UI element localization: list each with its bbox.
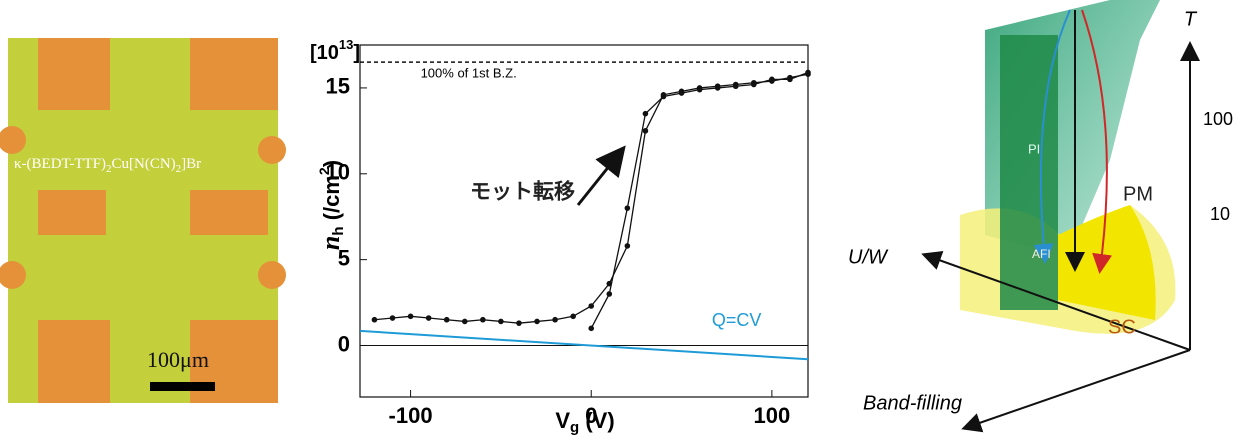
region-label: SC — [1108, 316, 1136, 338]
data-point — [371, 316, 378, 323]
y-label-part: 2 — [316, 167, 332, 175]
t-axis-label: T — [1184, 8, 1198, 30]
data-point — [588, 325, 595, 332]
x-axis-label: Vg (V) — [555, 408, 614, 436]
data-point — [480, 316, 486, 323]
u-axis-label: U/W — [848, 246, 889, 268]
data-point — [516, 320, 522, 326]
y-label-part: ) — [319, 160, 344, 167]
y-label-part: h — [330, 226, 347, 235]
data-point — [461, 318, 468, 325]
data-point — [696, 86, 703, 93]
data-point — [389, 315, 396, 321]
data-point — [732, 83, 739, 90]
data-point — [570, 313, 576, 320]
y-tick-label: 5 — [338, 245, 350, 270]
path-arrow — [1033, 9, 1071, 264]
electrodes — [0, 38, 286, 403]
data-point — [443, 316, 450, 323]
chart: [1013] nh (/cm2) Vg (V) モット転移 0 5 10 15 -100… — [310, 37, 811, 436]
y-label-part: (/cm — [319, 175, 344, 226]
series-line — [590, 71, 809, 329]
formula-part: 2 — [176, 163, 182, 175]
x-label-part: (V) — [579, 408, 614, 433]
region-label: PI — [1028, 141, 1040, 156]
data-point — [769, 76, 775, 83]
data-point — [588, 303, 595, 309]
region-label: PM — [1123, 183, 1153, 205]
t-tick-label: 10 — [1210, 204, 1230, 224]
data-point — [660, 93, 667, 100]
x-tick-label: -100 — [389, 403, 433, 428]
data-point — [498, 318, 504, 325]
data-point — [425, 315, 432, 321]
scale-part: ] — [353, 42, 360, 64]
data-point — [624, 205, 631, 211]
data-point — [714, 85, 721, 91]
formula: κ-(BEDT-TTF)2Cu[N(CN)2]Br — [14, 156, 201, 174]
y-tick-label: 10 — [326, 160, 350, 185]
x-label-part: V — [555, 408, 570, 433]
plot-frame — [359, 44, 809, 398]
data-point — [642, 110, 649, 117]
band-axis — [961, 349, 1191, 433]
data-point — [787, 76, 793, 83]
y-tick-label: 0 — [338, 331, 350, 356]
formula-part: κ-(BEDT-TTF) — [14, 156, 106, 172]
formula-part: 2 — [106, 163, 112, 175]
scale-part: 13 — [339, 37, 353, 52]
x-label-part: g — [570, 419, 579, 436]
series-line — [374, 73, 809, 324]
scale-bar — [150, 382, 215, 391]
scale-label: [1013] — [310, 37, 360, 64]
formula-part: Cu[N(CN) — [112, 156, 176, 172]
fit-label: Q=CV — [712, 310, 762, 330]
scale-part: [10 — [310, 42, 339, 64]
micrograph: κ-(BEDT-TTF)2Cu[N(CN)2]Br 100μm — [0, 38, 286, 403]
y-label-part: n — [316, 236, 345, 250]
formula-part: ]Br — [181, 156, 201, 172]
band-axis-label: Band-filling — [863, 392, 962, 414]
data-point — [678, 90, 685, 96]
t-tick-label: 100 — [1203, 109, 1233, 129]
fit-line — [359, 329, 809, 361]
data-point — [624, 243, 631, 249]
y-tick-label: 15 — [326, 74, 350, 99]
x-tick-label: 0 — [585, 403, 597, 428]
annotation-arrow — [576, 145, 626, 206]
reference-label: 100% of 1st B.Z. — [421, 66, 517, 81]
x-tick-label: 100 — [754, 403, 791, 428]
annotation: モット転移 — [470, 180, 575, 204]
data-point — [534, 318, 540, 325]
region-label: AFI — [1032, 247, 1051, 261]
scale-label: 100μm — [147, 347, 209, 372]
y-axis-label: nh (/cm2) — [316, 160, 347, 250]
data-point — [552, 316, 558, 323]
data-point — [805, 69, 811, 76]
data-point — [606, 291, 613, 297]
phase-diagram: T 100 10 U/W Band-filling PI PM AFI SC — [848, 0, 1233, 433]
data-point — [642, 128, 649, 134]
data-point — [751, 81, 757, 88]
data-point — [407, 313, 414, 320]
path-arrow — [1081, 9, 1113, 274]
u-axis — [921, 250, 1191, 351]
